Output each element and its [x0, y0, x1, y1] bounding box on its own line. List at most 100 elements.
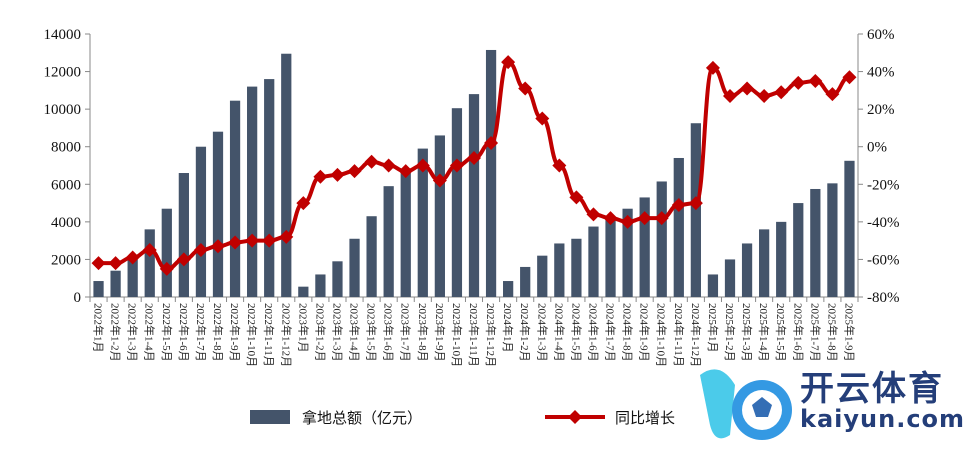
bar — [776, 221, 787, 297]
bar — [178, 173, 189, 297]
growth-marker — [825, 87, 840, 102]
x-tick-label: 2022年1-3月 — [126, 303, 140, 362]
bar — [195, 146, 207, 297]
x-tick-label: 2024年1-6月 — [586, 303, 600, 362]
growth-marker — [279, 229, 294, 244]
x-tick-label: 2023年1-10月 — [450, 303, 464, 367]
x-tick-label: 2024年1-4月 — [552, 303, 566, 362]
x-tick-label: 2024年1-12月 — [689, 303, 703, 367]
left-tick-label: 10000 — [44, 102, 82, 118]
x-tick-label: 2023年1-11月 — [467, 303, 481, 367]
x-tick-label: 2022年1-9月 — [228, 303, 242, 362]
x-tick-label: 2022年1-10月 — [245, 303, 259, 367]
left-tick-label: 2000 — [51, 252, 81, 268]
bar — [605, 218, 616, 297]
left-tick-label: 0 — [74, 290, 82, 306]
bar — [349, 238, 360, 297]
growth-marker — [330, 167, 345, 182]
growth-marker — [108, 256, 123, 271]
legend-line-marker — [568, 410, 582, 424]
bar — [229, 100, 241, 297]
growth-marker — [347, 164, 362, 179]
x-tick-label: 2024年1-8月 — [621, 303, 635, 362]
bar — [127, 259, 138, 297]
bar — [264, 79, 275, 297]
x-tick-label: 2022年1-6月 — [177, 303, 191, 362]
x-tick-label: 2024年1月 — [501, 303, 515, 353]
growth-marker — [245, 233, 260, 248]
x-tick-label: 2023年1-3月 — [330, 303, 344, 362]
bar — [451, 108, 463, 297]
x-tick-label: 2024年1-10月 — [655, 303, 669, 367]
growth-marker — [603, 211, 618, 226]
x-tick-label: 2023年1-7月 — [399, 303, 413, 362]
bar — [212, 131, 224, 297]
growth-marker — [501, 55, 516, 70]
kaiyun-logo-icon — [700, 369, 792, 440]
x-tick-label: 2024年1-7月 — [604, 303, 618, 362]
x-tick-label: 2023年1月 — [296, 303, 310, 353]
bar — [417, 148, 428, 297]
growth-marker — [569, 190, 584, 205]
bar — [707, 274, 719, 297]
x-tick-label: 2023年1-2月 — [313, 303, 327, 362]
bar — [281, 53, 292, 297]
bar — [690, 123, 701, 297]
growth-marker — [415, 158, 430, 173]
bar — [434, 135, 445, 297]
bar — [639, 197, 650, 297]
growth-marker — [774, 85, 789, 100]
growth-marker — [211, 239, 225, 254]
bar — [537, 255, 548, 297]
bar — [827, 183, 838, 297]
growth-marker — [449, 158, 464, 173]
x-tick-label: 2024年1-11月 — [672, 303, 686, 367]
watermark-url: kaiyun.com — [800, 405, 966, 433]
growth-marker — [705, 60, 720, 75]
growth-marker — [228, 235, 243, 250]
legend-bar-swatch — [250, 410, 290, 424]
growth-marker — [159, 261, 174, 276]
legend-bar-label: 拿地总额（亿元） — [302, 409, 422, 427]
growth-marker — [296, 196, 311, 211]
left-tick-label: 8000 — [51, 140, 81, 156]
watermark-name: 开云体育 — [800, 369, 944, 409]
x-tick-label: 2025年1-2月 — [723, 303, 737, 362]
x-tick-label: 2025年1-4月 — [757, 303, 771, 362]
bar — [520, 266, 531, 297]
growth-marker — [637, 211, 652, 226]
x-tick-label: 2024年1-3月 — [535, 303, 549, 362]
x-tick-label: 2024年1-2月 — [518, 303, 532, 362]
x-tick-label: 2023年1-5月 — [365, 303, 379, 362]
right-tick-label: 0% — [867, 140, 887, 156]
growth-marker — [535, 111, 550, 126]
bar — [298, 286, 309, 297]
watermark-logo: 开云体育 kaiyun.com — [690, 355, 970, 450]
x-tick-label: 2025年1-9月 — [842, 303, 856, 362]
x-tick-label: 2025年1-6月 — [791, 303, 805, 362]
growth-marker — [518, 81, 533, 96]
bar — [571, 238, 582, 297]
bar — [622, 208, 633, 297]
growth-marker — [654, 211, 669, 226]
x-tick-label: 2022年1-11月 — [262, 303, 276, 367]
bar — [383, 186, 394, 297]
growth-marker — [757, 88, 772, 103]
growth-marker — [125, 250, 140, 265]
right-tick-label: 60% — [867, 27, 895, 43]
x-tick-label: 2025年1-3月 — [740, 303, 754, 362]
left-tick-label: 12000 — [44, 65, 82, 81]
bar — [93, 281, 104, 297]
growth-marker — [671, 197, 686, 212]
growth-marker — [432, 173, 447, 188]
bar — [673, 157, 684, 297]
growth-marker — [381, 158, 396, 173]
right-tick-label: 20% — [867, 102, 895, 118]
growth-marker — [91, 256, 106, 271]
bar — [741, 243, 753, 297]
bar — [844, 160, 855, 297]
bar — [366, 216, 377, 297]
x-tick-label: 2023年1-9月 — [433, 303, 447, 362]
